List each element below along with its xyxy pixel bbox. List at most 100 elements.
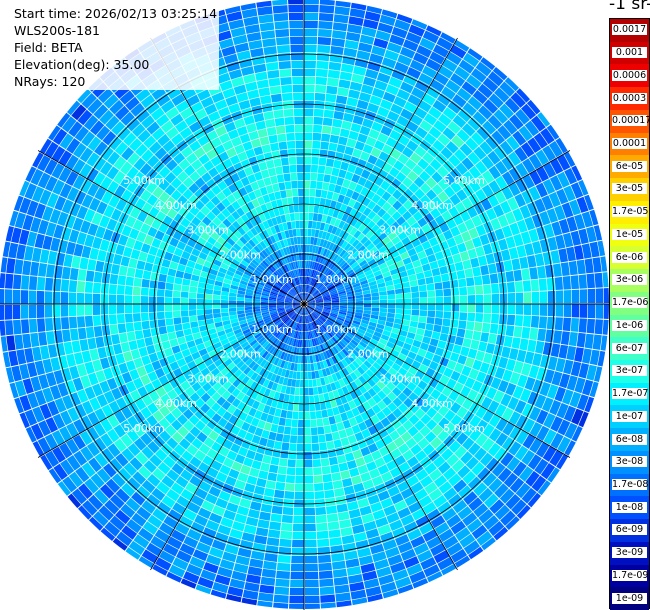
beta-cell <box>382 396 392 406</box>
beta-cell <box>319 238 325 247</box>
beta-cell <box>226 270 235 277</box>
beta-cell <box>338 313 346 318</box>
beta-cell <box>366 273 375 280</box>
beta-cell <box>61 199 74 214</box>
beta-cell <box>39 249 50 264</box>
beta-cell <box>12 304 21 320</box>
beta-cell <box>584 396 595 413</box>
beta-cell <box>319 442 328 451</box>
beta-cell <box>488 478 503 493</box>
beta-cell <box>238 338 247 346</box>
beta-cell <box>118 362 129 374</box>
beta-cell <box>296 459 304 468</box>
beta-cell <box>311 330 315 339</box>
beta-cell <box>349 248 358 256</box>
beta-cell <box>328 183 336 192</box>
beta-cell <box>410 253 420 263</box>
beta-cell <box>161 258 171 268</box>
beta-cell <box>8 242 19 259</box>
beta-cell <box>230 425 241 436</box>
beta-cell <box>348 181 358 191</box>
beta-cell <box>201 500 215 512</box>
beta-cell <box>364 11 381 22</box>
beta-cell <box>54 196 67 211</box>
beta-cell <box>355 300 364 304</box>
beta-cell <box>171 407 183 419</box>
beta-cell <box>329 328 337 335</box>
beta-cell <box>152 264 161 274</box>
beta-cell <box>347 301 356 304</box>
beta-cell <box>443 288 452 297</box>
beta-cell <box>363 453 374 464</box>
beta-cell <box>581 243 592 259</box>
range-ring-label: 1.00km <box>251 323 293 336</box>
beta-cell <box>481 396 493 410</box>
beta-cell <box>237 290 246 295</box>
beta-cell <box>276 358 283 367</box>
beta-cell <box>395 260 405 268</box>
beta-cell <box>378 245 388 254</box>
beta-cell <box>346 344 355 352</box>
beta-cell <box>211 441 222 453</box>
beta-cell <box>360 186 370 197</box>
beta-cell <box>326 191 334 200</box>
beta-cell <box>76 363 88 377</box>
beta-cell <box>214 372 224 382</box>
beta-cell <box>499 103 514 119</box>
beta-cell <box>38 263 48 277</box>
beta-cell <box>411 298 420 304</box>
beta-cell <box>392 278 402 285</box>
beta-cell <box>464 357 475 368</box>
beta-cell <box>327 448 337 458</box>
beta-cell <box>352 148 363 159</box>
beta-cell <box>304 60 316 69</box>
beta-cell <box>156 289 165 297</box>
beta-cell <box>528 186 541 201</box>
beta-cell <box>179 438 191 450</box>
beta-cell <box>386 216 396 227</box>
beta-cell <box>69 267 79 281</box>
beta-cell <box>505 494 521 510</box>
beta-cell <box>268 300 277 303</box>
beta-cell <box>295 132 304 141</box>
beta-cell <box>335 592 351 602</box>
beta-cell <box>319 450 329 459</box>
beta-cell <box>34 360 46 376</box>
beta-cell <box>319 315 327 322</box>
beta-cell <box>146 494 161 508</box>
beta-cell <box>331 309 339 314</box>
beta-cell <box>329 537 343 546</box>
beta-cell <box>535 182 548 198</box>
beta-cell <box>359 34 375 45</box>
beta-cell <box>285 308 293 312</box>
beta-cell <box>376 566 392 578</box>
beta-cell <box>432 354 442 364</box>
beta-cell <box>316 362 322 370</box>
beta-cell <box>328 271 335 279</box>
beta-cell <box>249 558 264 569</box>
beta-cell <box>502 422 515 436</box>
beta-cell <box>327 521 340 531</box>
beta-cell <box>183 571 200 584</box>
beta-cell <box>59 442 73 459</box>
beta-cell <box>304 124 313 133</box>
beta-cell <box>175 270 185 279</box>
beta-cell <box>275 481 286 491</box>
beta-cell <box>267 380 274 390</box>
beta-cell <box>374 558 390 570</box>
beta-cell <box>310 322 314 330</box>
beta-cell <box>411 19 428 30</box>
beta-cell <box>358 42 373 53</box>
beta-cell <box>190 494 205 507</box>
beta-cell <box>454 66 470 81</box>
beta-cell <box>273 329 280 337</box>
beta-cell <box>120 256 130 267</box>
beta-cell <box>275 29 290 38</box>
beta-cell <box>279 291 287 296</box>
beta-cell <box>420 402 431 413</box>
beta-cell <box>475 294 484 304</box>
beta-cell <box>494 403 507 418</box>
beta-cell <box>304 347 307 356</box>
beta-cell <box>344 253 352 262</box>
beta-cell <box>563 405 576 422</box>
